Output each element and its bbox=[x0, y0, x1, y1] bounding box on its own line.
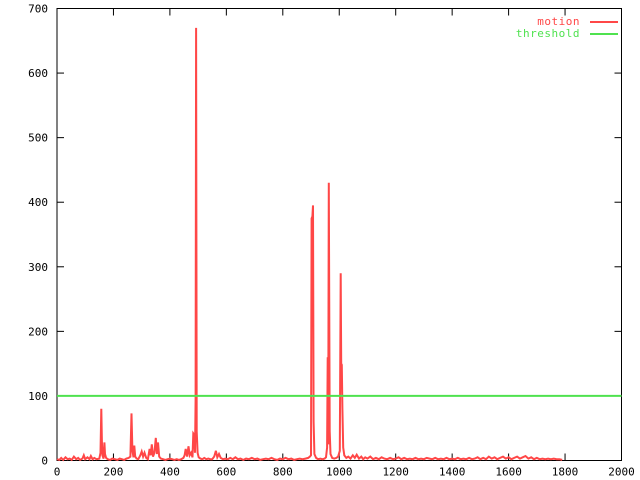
x-tick-label: 1400 bbox=[439, 466, 466, 479]
chart-legend: motion threshold bbox=[516, 16, 618, 39]
y-tick-label: 0 bbox=[41, 455, 48, 468]
legend-line-sample-motion bbox=[590, 20, 618, 23]
x-tick-label: 1600 bbox=[495, 466, 522, 479]
plot-border bbox=[56, 8, 622, 461]
x-tick-label: 0 bbox=[54, 466, 61, 479]
series-line-motion bbox=[56, 27, 563, 462]
x-tick-label: 1000 bbox=[326, 466, 353, 479]
legend-label-motion: motion bbox=[537, 15, 580, 28]
legend-label-threshold: threshold bbox=[515, 27, 580, 40]
x-tick-label: 400 bbox=[160, 466, 180, 479]
legend-line-sample-threshold bbox=[590, 32, 618, 35]
y-tick-label: 300 bbox=[28, 261, 48, 274]
y-tick-label: 700 bbox=[28, 3, 48, 16]
y-tick-label: 500 bbox=[28, 132, 48, 145]
y-tick-label: 400 bbox=[28, 196, 48, 209]
y-tick-label: 200 bbox=[28, 325, 48, 338]
x-tick-label: 600 bbox=[216, 466, 236, 479]
x-tick-label: 1800 bbox=[552, 466, 579, 479]
y-tick-label: 600 bbox=[28, 67, 48, 80]
legend-item-motion: motion bbox=[537, 16, 618, 27]
x-tick-label: 200 bbox=[104, 466, 124, 479]
x-tick-label: 800 bbox=[273, 466, 293, 479]
x-tick-label: 2000 bbox=[608, 466, 635, 479]
legend-item-threshold: threshold bbox=[516, 28, 618, 39]
y-tick-label: 100 bbox=[28, 390, 48, 403]
x-tick-label: 1200 bbox=[382, 466, 409, 479]
